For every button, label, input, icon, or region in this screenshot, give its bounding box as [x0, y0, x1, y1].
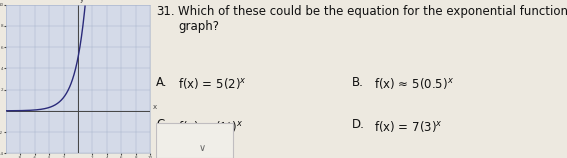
- Text: f(x) ≈ 5(0.5)$^x$: f(x) ≈ 5(0.5)$^x$: [374, 76, 454, 91]
- Bar: [156, 123, 234, 158]
- Text: f(x) = (½)$^x$: f(x) = (½)$^x$: [179, 118, 244, 134]
- Text: A.: A.: [156, 76, 167, 89]
- Text: C.: C.: [156, 118, 168, 131]
- Text: Which of these could be the equation for the exponential function in the
graph?: Which of these could be the equation for…: [179, 5, 567, 33]
- Text: f(x) = 5(2)$^x$: f(x) = 5(2)$^x$: [179, 76, 247, 91]
- Text: B.: B.: [352, 76, 364, 89]
- Text: ∨: ∨: [199, 143, 206, 153]
- Text: x: x: [153, 104, 156, 110]
- Text: f(x) = 7(3)$^x$: f(x) = 7(3)$^x$: [374, 118, 443, 134]
- Text: 31.: 31.: [156, 5, 175, 18]
- Text: y: y: [80, 0, 84, 3]
- Text: D.: D.: [352, 118, 365, 131]
